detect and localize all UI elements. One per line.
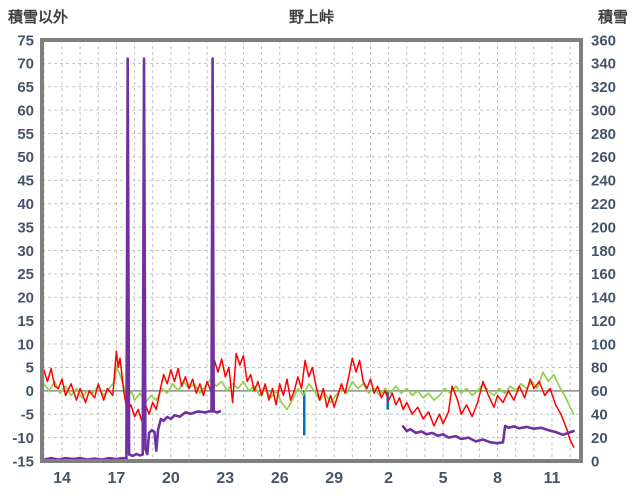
svg-text:120: 120 bbox=[591, 313, 616, 330]
svg-text:45: 45 bbox=[17, 173, 34, 190]
svg-text:60: 60 bbox=[591, 383, 608, 400]
right-axis-tick-labels: 3603403203002802602402202001801601401201… bbox=[591, 32, 616, 470]
svg-text:2: 2 bbox=[384, 470, 393, 487]
plot-frame bbox=[40, 38, 583, 463]
svg-text:160: 160 bbox=[591, 266, 616, 283]
temp-red bbox=[43, 350, 575, 448]
svg-text:10: 10 bbox=[17, 336, 34, 353]
right-axis-title: 積雪 bbox=[597, 9, 628, 26]
svg-text:320: 320 bbox=[591, 79, 616, 96]
svg-text:260: 260 bbox=[591, 149, 616, 166]
svg-text:8: 8 bbox=[493, 470, 502, 487]
svg-text:0: 0 bbox=[26, 383, 34, 400]
svg-text:0: 0 bbox=[591, 453, 599, 470]
svg-text:220: 220 bbox=[591, 196, 616, 213]
svg-text:70: 70 bbox=[17, 56, 34, 73]
svg-text:35: 35 bbox=[17, 219, 34, 236]
svg-text:11: 11 bbox=[544, 470, 561, 487]
svg-text:5: 5 bbox=[439, 470, 448, 487]
svg-text:280: 280 bbox=[591, 126, 616, 143]
svg-text:5: 5 bbox=[26, 360, 34, 377]
chart-title: 野上峠 bbox=[288, 9, 334, 26]
svg-text:80: 80 bbox=[591, 360, 608, 377]
svg-text:200: 200 bbox=[591, 219, 616, 236]
svg-text:40: 40 bbox=[591, 406, 608, 423]
snow-depth-purple bbox=[42, 57, 576, 461]
svg-text:40: 40 bbox=[17, 196, 34, 213]
svg-text:65: 65 bbox=[17, 79, 34, 96]
svg-text:20: 20 bbox=[162, 470, 180, 487]
x-axis-tick-labels: 14 17 20 23 26 29 2 5 8 11 bbox=[53, 470, 560, 487]
svg-text:140: 140 bbox=[591, 290, 616, 307]
svg-text:25: 25 bbox=[17, 266, 34, 283]
svg-text:180: 180 bbox=[591, 243, 616, 260]
svg-text:14: 14 bbox=[53, 470, 71, 487]
precipitation-blue bbox=[302, 390, 389, 436]
svg-text:340: 340 bbox=[591, 56, 616, 73]
svg-text:29: 29 bbox=[325, 470, 343, 487]
svg-text:-5: -5 bbox=[21, 406, 34, 423]
left-axis-title: 積雪以外 bbox=[8, 9, 69, 26]
svg-text:15: 15 bbox=[17, 313, 34, 330]
svg-text:300: 300 bbox=[591, 102, 616, 119]
svg-text:360: 360 bbox=[591, 32, 616, 49]
svg-text:30: 30 bbox=[17, 243, 34, 260]
svg-text:20: 20 bbox=[591, 430, 608, 447]
svg-text:23: 23 bbox=[216, 470, 234, 487]
svg-text:75: 75 bbox=[17, 32, 34, 49]
svg-text:26: 26 bbox=[271, 470, 289, 487]
svg-text:50: 50 bbox=[17, 149, 34, 166]
svg-text:55: 55 bbox=[17, 126, 34, 143]
svg-text:-10: -10 bbox=[12, 430, 34, 447]
svg-text:240: 240 bbox=[591, 173, 616, 190]
svg-text:-15: -15 bbox=[12, 453, 34, 470]
svg-text:20: 20 bbox=[17, 290, 34, 307]
svg-text:17: 17 bbox=[108, 470, 126, 487]
svg-text:100: 100 bbox=[591, 336, 616, 353]
svg-text:60: 60 bbox=[17, 102, 34, 119]
